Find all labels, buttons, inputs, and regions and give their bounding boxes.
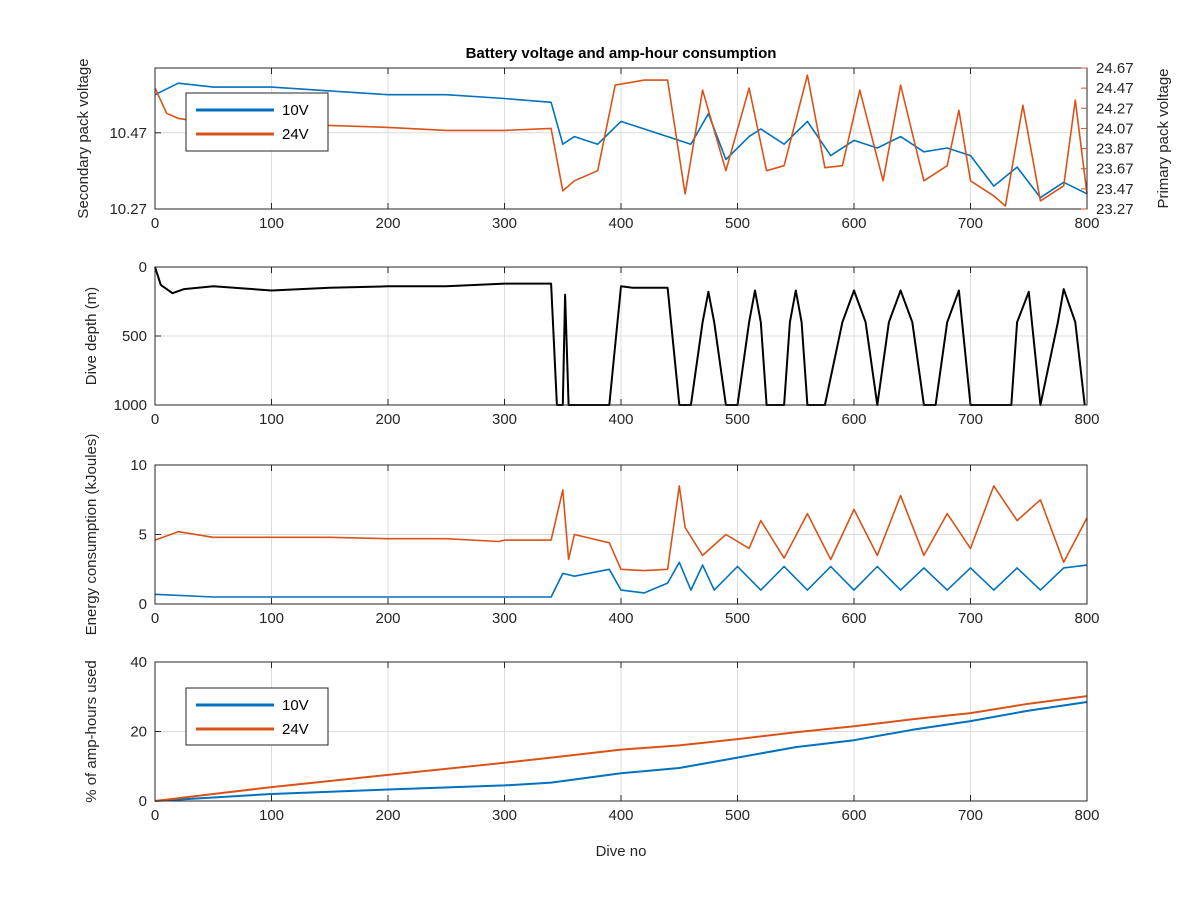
legend-box (185, 92, 329, 152)
x-tick-label: 400 (608, 807, 633, 824)
x-tick-label: 0 (151, 610, 159, 627)
x-tick-label: 600 (841, 610, 866, 627)
x-tick-label: 200 (375, 411, 400, 428)
y-axis-left: 0 5 10 (130, 457, 161, 613)
legend-box (185, 687, 329, 746)
x-tick-label: 400 (608, 610, 633, 627)
10v-series-line (154, 82, 1088, 199)
x-tick-label: 100 (259, 807, 284, 824)
x-axis: 0 100 200 300 400 500 600 700 800 (151, 662, 1100, 824)
x-tick-label: 600 (841, 215, 866, 232)
24v-series-line (154, 74, 1088, 207)
y-axis-label: % of amp-hours used (83, 660, 100, 803)
depth-panel: 0 100 200 300 400 500 600 700 800 0 500 1000 Dive de… (83, 259, 1100, 428)
x-tick-label: 200 (375, 807, 400, 824)
x-tick-label: 700 (958, 610, 983, 627)
x-tick-label: 100 (259, 215, 284, 232)
x-tick-label: 500 (725, 807, 750, 824)
y-tick-label: 10.27 (109, 201, 147, 218)
x-tick-label: 700 (958, 807, 983, 824)
y-tick-label: 500 (122, 328, 147, 345)
y-right-tick-label: 23.27 (1096, 201, 1134, 218)
y-right-tick-label: 24.27 (1096, 100, 1134, 117)
x-tick-label: 0 (151, 215, 159, 232)
legend-label: 24V (282, 126, 309, 143)
y-axis-left: 0 20 40 (130, 654, 161, 810)
x-tick-label: 0 (151, 807, 159, 824)
y-tick-label: 5 (139, 527, 147, 544)
amp-hours-panel: 0 100 200 300 400 500 600 700 800 0 20 40 % of amp-h… (83, 654, 1100, 824)
10v-series-line (154, 701, 1088, 802)
y-tick-label: 0 (139, 259, 147, 276)
voltage-panel: 0 100 200 300 400 500 600 700 800 10.27 10.47 Secon… (75, 58, 1172, 232)
x-tick-label: 800 (1074, 610, 1099, 627)
x-tick-label: 100 (259, 411, 284, 428)
y-tick-label: 10.47 (109, 125, 147, 142)
x-axis: 0 100 200 300 400 500 600 700 800 (151, 267, 1100, 428)
y-tick-label: 10 (130, 457, 147, 474)
x-tick-label: 500 (725, 215, 750, 232)
y-tick-label: 20 (130, 724, 147, 741)
y-axis-left: 10.27 10.47 (109, 125, 161, 218)
y-right-tick-label: 24.07 (1096, 120, 1134, 137)
x-tick-label: 800 (1074, 215, 1099, 232)
x-tick-label: 300 (492, 411, 517, 428)
y-right-tick-label: 24.67 (1096, 60, 1134, 77)
x-tick-label: 600 (841, 807, 866, 824)
y-axis-right: 23.27 23.47 23.67 23.87 24.07 24.27 24.47 24.67 (1081, 60, 1134, 218)
y-axis-label: Energy consumption (kJoules) (83, 434, 100, 636)
legend-label: 10V (282, 102, 309, 119)
x-tick-label: 0 (151, 411, 159, 428)
x-tick-label: 300 (492, 610, 517, 627)
y-right-tick-label: 24.47 (1096, 80, 1134, 97)
y-tick-label: 40 (130, 654, 147, 671)
x-axis-label: Dive no (596, 843, 647, 860)
x-tick-label: 400 (608, 215, 633, 232)
x-tick-label: 400 (608, 411, 633, 428)
energy-panel: 0 100 200 300 400 500 600 700 800 0 5 10 Energy cons… (83, 434, 1100, 636)
y-axis-label: Dive depth (m) (83, 287, 100, 385)
x-tick-label: 700 (958, 411, 983, 428)
y-axis-left: 0 500 1000 (114, 259, 161, 414)
y-right-axis-label: Primary pack voltage (1155, 68, 1172, 208)
x-tick-label: 100 (259, 610, 284, 627)
x-axis: 0 100 200 300 400 500 600 700 800 (151, 68, 1100, 232)
x-tick-label: 500 (725, 411, 750, 428)
x-tick-label: 600 (841, 411, 866, 428)
y-tick-label: 0 (139, 793, 147, 810)
x-tick-label: 200 (375, 215, 400, 232)
y-axis-label: Secondary pack voltage (75, 58, 92, 218)
y-tick-label: 1000 (114, 397, 147, 414)
x-axis: 0 100 200 300 400 500 600 700 800 (151, 465, 1100, 627)
x-tick-label: 800 (1074, 807, 1099, 824)
x-tick-label: 300 (492, 215, 517, 232)
y-right-tick-label: 23.47 (1096, 181, 1134, 198)
24v-series-line (154, 695, 1088, 802)
legend-label: 24V (282, 721, 309, 738)
24v-series-line (154, 485, 1088, 572)
x-tick-label: 700 (958, 215, 983, 232)
depth-series-line (154, 266, 1086, 406)
10v-series-line (154, 561, 1088, 598)
y-tick-label: 0 (139, 596, 147, 613)
x-tick-label: 200 (375, 610, 400, 627)
x-tick-label: 500 (725, 610, 750, 627)
y-right-tick-label: 23.67 (1096, 161, 1134, 178)
x-tick-label: 300 (492, 807, 517, 824)
figure-title: Battery voltage and amp-hour consumption (466, 45, 777, 62)
legend-label: 10V (282, 697, 309, 714)
x-tick-label: 800 (1074, 411, 1099, 428)
y-right-tick-label: 23.87 (1096, 141, 1134, 158)
